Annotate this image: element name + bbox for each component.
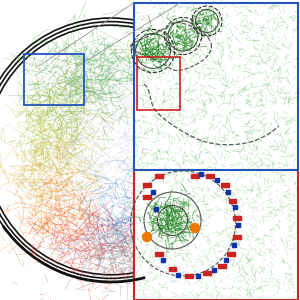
Bar <box>233 216 241 220</box>
Bar <box>236 223 240 227</box>
Bar <box>215 178 219 182</box>
Bar <box>221 183 229 187</box>
Bar <box>227 252 235 256</box>
Bar <box>199 172 203 176</box>
Bar <box>155 252 163 256</box>
Bar <box>24 54 84 105</box>
Bar <box>143 183 151 187</box>
Bar <box>212 268 216 272</box>
Bar <box>154 207 158 211</box>
Bar <box>155 174 163 178</box>
Bar <box>169 267 176 271</box>
Bar <box>185 274 193 278</box>
Bar <box>143 195 151 199</box>
Bar <box>134 3 298 169</box>
Bar <box>161 258 165 262</box>
Bar <box>134 168 298 300</box>
Bar <box>206 174 214 178</box>
Bar <box>224 258 228 262</box>
Bar <box>191 174 199 178</box>
Bar <box>226 190 230 194</box>
Bar <box>176 273 180 277</box>
Bar <box>151 190 155 194</box>
Bar <box>203 271 211 275</box>
Bar <box>232 243 236 247</box>
Circle shape <box>142 232 152 242</box>
Bar <box>196 274 200 278</box>
Circle shape <box>190 224 200 232</box>
Bar <box>229 199 236 203</box>
Bar <box>233 235 241 239</box>
Bar <box>233 205 237 209</box>
Bar <box>218 264 226 268</box>
Bar <box>136 57 180 110</box>
